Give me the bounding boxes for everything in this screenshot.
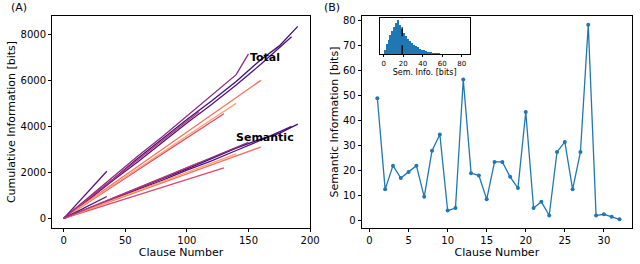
svg-text:15: 15	[480, 235, 493, 246]
svg-text:20: 20	[519, 235, 532, 246]
svg-text:10: 10	[343, 190, 356, 201]
svg-text:4000: 4000	[21, 121, 46, 132]
svg-text:25: 25	[558, 235, 571, 246]
svg-text:60: 60	[343, 65, 356, 76]
svg-text:80: 80	[343, 15, 356, 26]
svg-text:Clause Number: Clause Number	[455, 246, 540, 259]
svg-text:Sem. Info. [bits]: Sem. Info. [bits]	[393, 68, 457, 77]
svg-text:0: 0	[61, 235, 67, 246]
svg-text:30: 30	[598, 235, 611, 246]
svg-text:Clause Number: Clause Number	[139, 246, 224, 259]
svg-text:0: 0	[349, 215, 355, 226]
svg-text:8000: 8000	[21, 29, 46, 40]
svg-text:50: 50	[343, 90, 356, 101]
svg-text:80: 80	[457, 60, 466, 68]
svg-text:40: 40	[418, 60, 427, 68]
svg-text:0: 0	[381, 60, 385, 68]
svg-text:40: 40	[343, 115, 356, 126]
svg-text:150: 150	[239, 235, 258, 246]
svg-text:6000: 6000	[21, 75, 46, 86]
svg-text:30: 30	[343, 140, 356, 151]
svg-text:Semantic: Semantic	[236, 131, 294, 144]
svg-text:2000: 2000	[21, 167, 46, 178]
svg-text:10: 10	[441, 235, 454, 246]
svg-text:200: 200	[301, 235, 320, 246]
svg-text:70: 70	[343, 40, 356, 51]
svg-text:50: 50	[119, 235, 132, 246]
svg-text:20: 20	[399, 60, 408, 68]
svg-text:20: 20	[343, 165, 356, 176]
svg-text:0: 0	[366, 235, 372, 246]
svg-text:5: 5	[405, 235, 411, 246]
svg-text:Total: Total	[250, 51, 280, 64]
svg-text:0: 0	[40, 213, 46, 224]
svg-text:(B): (B)	[324, 1, 340, 14]
svg-text:Cumulative Information [bits]: Cumulative Information [bits]	[5, 41, 18, 203]
svg-text:60: 60	[438, 60, 447, 68]
svg-text:(A): (A)	[11, 1, 27, 14]
svg-text:100: 100	[177, 235, 196, 246]
svg-text:Semantic Information [bits]: Semantic Information [bits]	[328, 47, 341, 198]
